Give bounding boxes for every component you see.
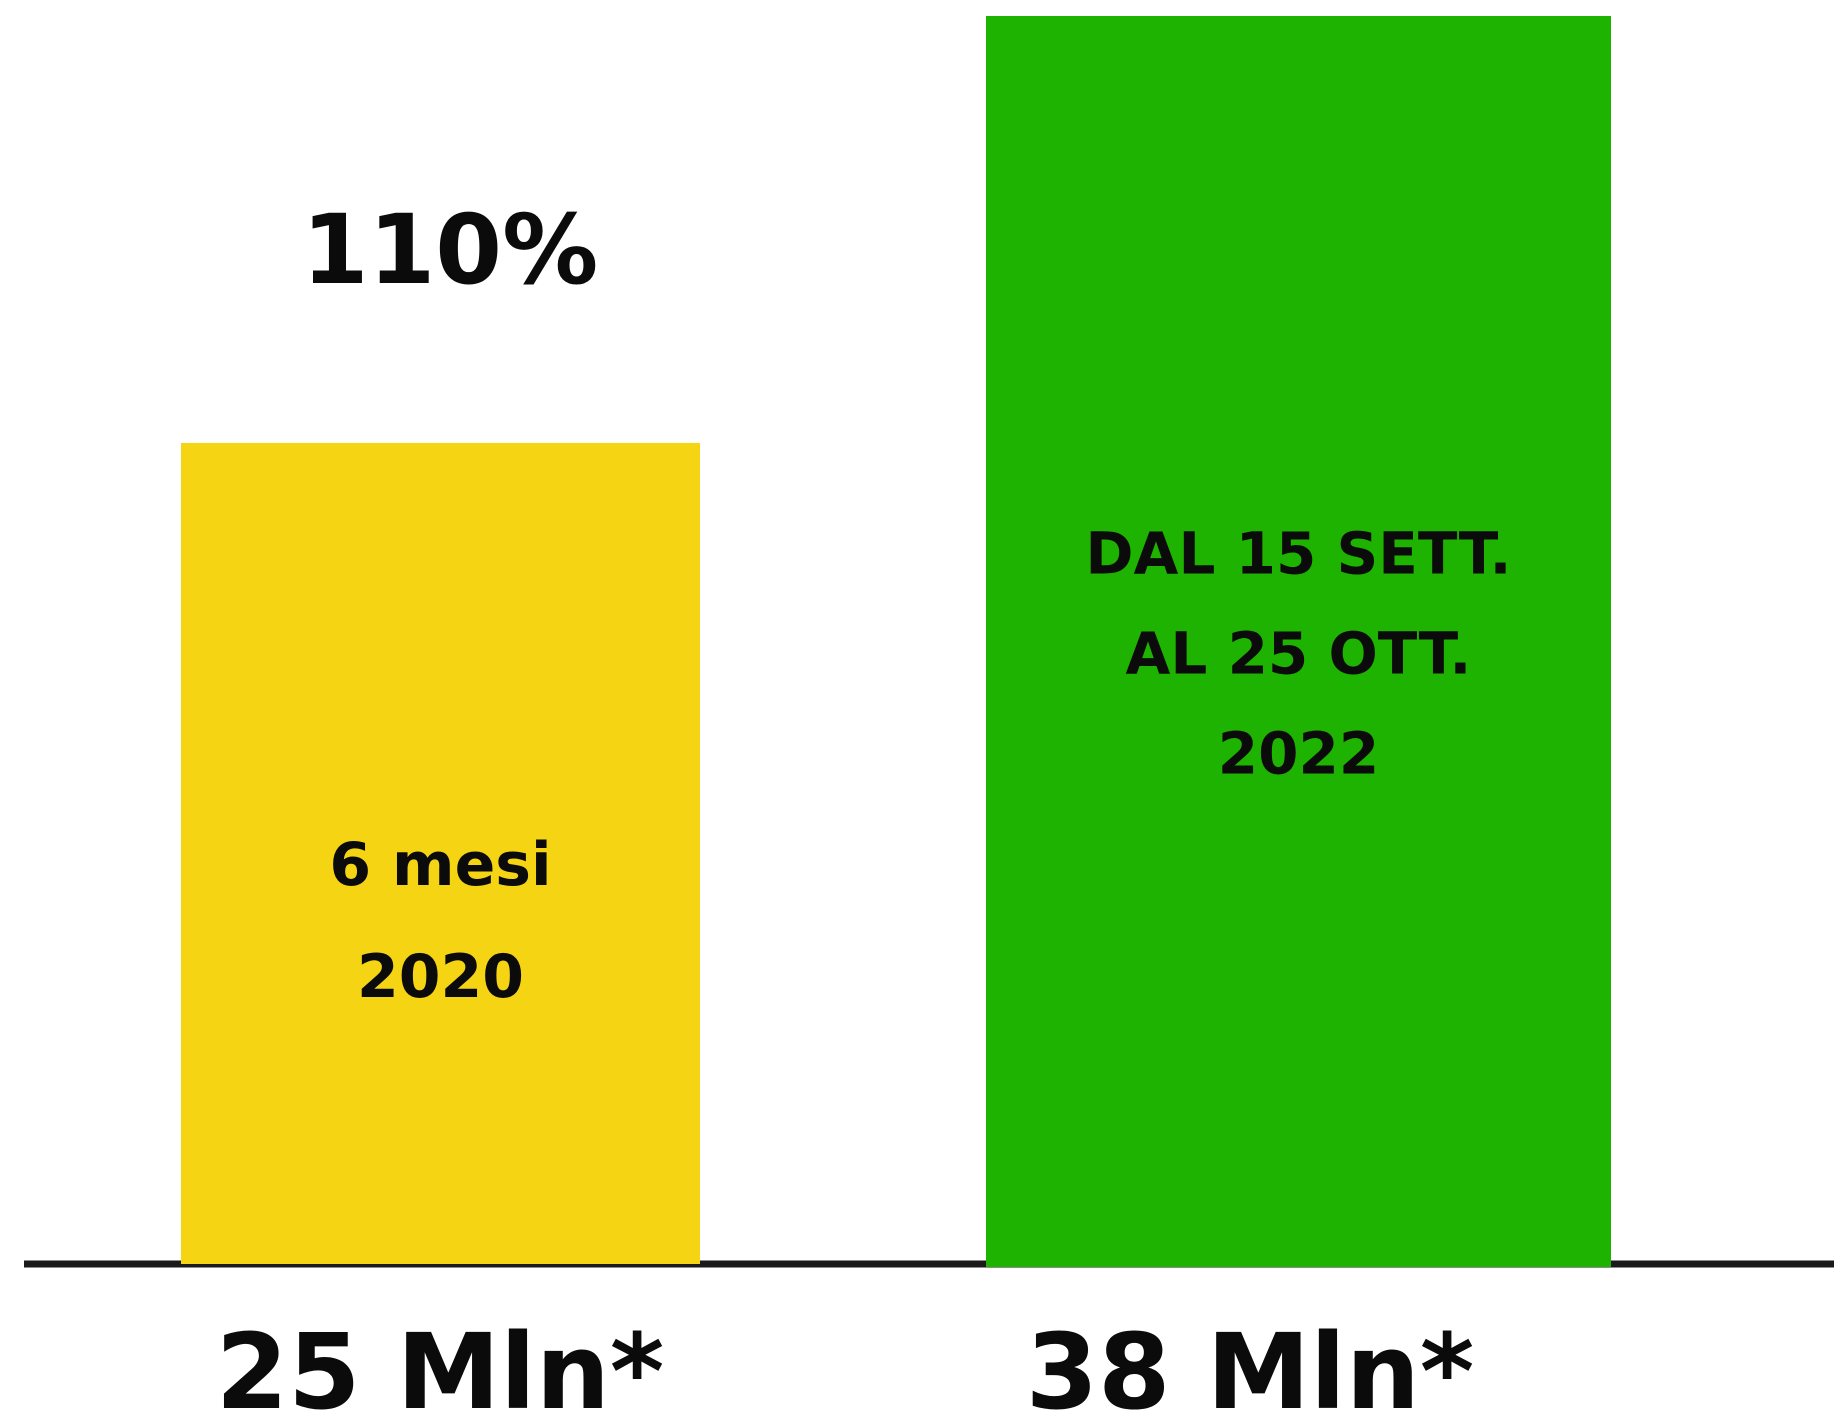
bar-2-label-line-2: AL 25 OTT.	[1126, 619, 1472, 687]
bar-2-label-line-3: 2022	[1218, 719, 1379, 787]
bar-1-label-line-1: 6 mesi	[329, 830, 551, 900]
bar-1	[181, 442, 700, 1264]
bars-layer: 6 mesi 2020 25 Mln* DAL 15 SETT. AL 25 OTT. 2…	[181, 16, 1611, 1418]
category-label-1: 25 Mln*	[216, 1311, 665, 1418]
growth-annotation: 110%	[302, 194, 599, 306]
category-label-2: 38 Mln*	[1026, 1311, 1475, 1418]
bar-2	[986, 16, 1611, 1267]
bar-2-label-line-1: DAL 15 SETT.	[1085, 519, 1511, 587]
bar-1-label-line-2: 2020	[357, 942, 524, 1012]
